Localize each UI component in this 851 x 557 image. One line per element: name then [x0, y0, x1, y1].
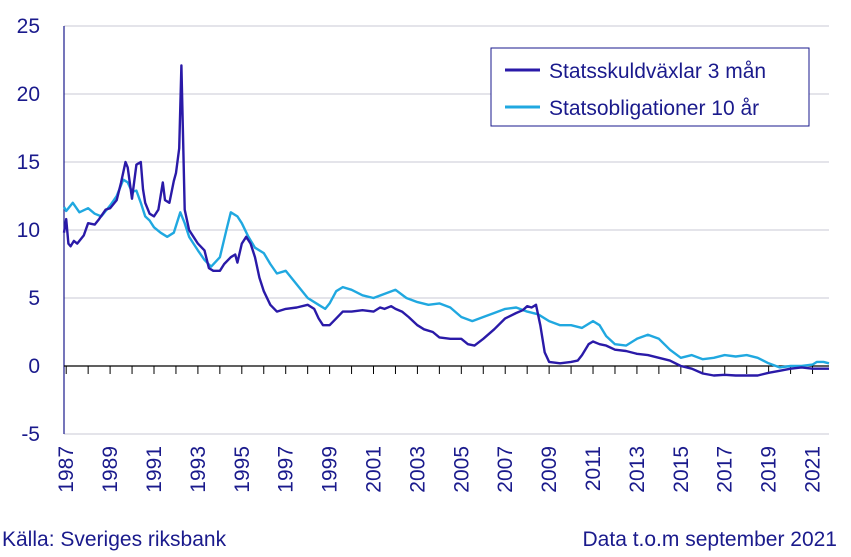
x-tick-label: 2017 [714, 446, 737, 493]
x-tick-label: 2019 [758, 446, 781, 493]
y-tick-label: 10 [17, 219, 40, 242]
gridlines [64, 25, 829, 435]
series-lines [62, 64, 830, 377]
x-tick-label: 1993 [187, 446, 210, 493]
legend-label: Statsskuldväxlar 3 mån [549, 60, 766, 83]
x-tick-label: 1989 [99, 446, 122, 493]
y-tick-label: 0 [28, 355, 40, 378]
data-period-note: Data t.o.m september 2021 [582, 528, 837, 551]
legend-box [490, 47, 810, 127]
y-tick-label: -5 [21, 423, 40, 446]
x-tick-label: 2001 [363, 446, 386, 493]
source-note: Källa: Sveriges riksbank [2, 528, 227, 551]
series-line-2 [62, 178, 830, 369]
legend: Statsskuldväxlar 3 mån Statsobligationer … [490, 47, 810, 127]
y-axis: -5 0 5 10 15 20 25 [17, 15, 65, 446]
y-tick-label: 25 [17, 15, 40, 38]
y-tick-label: 20 [17, 83, 40, 106]
x-tick-label: 2021 [802, 446, 825, 493]
x-tick-label: 1995 [231, 446, 254, 493]
x-tick-label: 2009 [538, 446, 561, 493]
x-tick-label: 2013 [626, 446, 649, 493]
chart: -5 0 5 10 15 20 25 1987 1989 1991 1993 1995 1997 199… [17, 15, 830, 493]
x-tick-label: 2015 [670, 446, 693, 493]
x-tick-label: 1991 [143, 446, 166, 493]
x-axis: 1987 1989 1991 1993 1995 1997 1999 2001 2003 2005… [55, 365, 829, 493]
legend-label: Statsobligationer 10 år [549, 97, 759, 120]
y-tick-label: 5 [28, 287, 40, 310]
x-tick-label: 2003 [406, 446, 429, 493]
series-line-1 [62, 64, 829, 377]
x-tick-label: 2011 [582, 446, 605, 491]
x-tick-label: 1997 [275, 446, 298, 493]
x-tick-label: 2007 [494, 446, 517, 493]
x-tick-label: 1999 [319, 446, 342, 493]
y-tick-label: 15 [17, 151, 40, 174]
x-tick-label: 2005 [450, 446, 473, 493]
x-tick-label: 1987 [55, 446, 78, 493]
